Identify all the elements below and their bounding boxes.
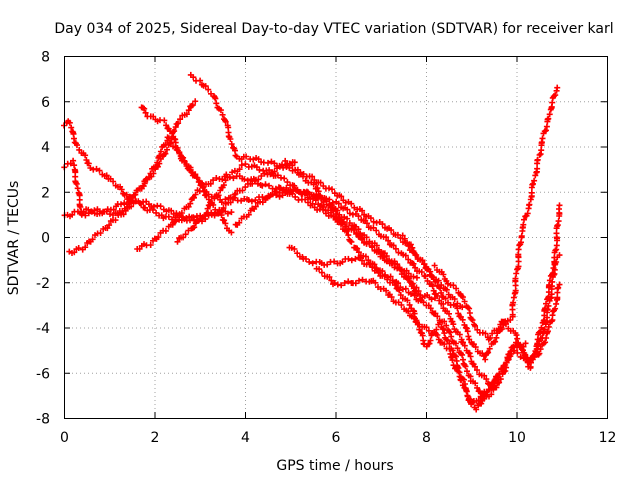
y-tick-label: -6 <box>36 366 50 382</box>
x-tick-label: 0 <box>60 430 69 446</box>
series-arc-14 <box>431 252 563 371</box>
data-point-markers <box>313 202 563 413</box>
data-point-markers <box>431 252 563 371</box>
series-arc-13 <box>399 84 561 363</box>
y-tick-label: 6 <box>41 95 50 111</box>
data-point-markers <box>138 104 439 303</box>
grid <box>64 56 607 418</box>
x-tick-label: 4 <box>241 430 250 446</box>
data-point-markers <box>232 184 502 388</box>
y-tick-label: 4 <box>41 140 50 156</box>
data-point-markers <box>174 161 425 304</box>
x-tick-label: 6 <box>332 430 341 446</box>
y-tick-label: -2 <box>36 276 50 292</box>
series-arc-7 <box>174 161 425 304</box>
x-tick-label: 2 <box>151 430 160 446</box>
series-arc-12 <box>313 202 563 413</box>
data-point-markers <box>282 157 529 402</box>
axis-ticks: 0 2 4 6 8 10 12 -8 -6 -4 -2 0 2 4 6 8 <box>36 50 616 447</box>
y-tick-label: 0 <box>41 231 50 247</box>
series-arc-6 <box>138 104 439 303</box>
y-axis-label: SDTVAR / TECUs <box>6 181 22 296</box>
series-arc-9 <box>232 184 502 388</box>
y-tick-label: 2 <box>41 185 50 201</box>
data-point-markers <box>399 84 561 363</box>
y-tick-label: -8 <box>36 412 50 428</box>
y-tick-label: -4 <box>36 321 50 337</box>
chart-title: Day 034 of 2025, Sidereal Day-to-day VTE… <box>54 21 613 37</box>
y-tick-label: 8 <box>41 50 50 66</box>
data-marks <box>61 71 563 413</box>
x-tick-label: 8 <box>422 430 431 446</box>
series-arc-10 <box>282 157 529 402</box>
x-tick-label: 12 <box>599 430 617 446</box>
x-axis-label: GPS time / hours <box>276 458 393 474</box>
x-tick-label: 10 <box>508 430 526 446</box>
